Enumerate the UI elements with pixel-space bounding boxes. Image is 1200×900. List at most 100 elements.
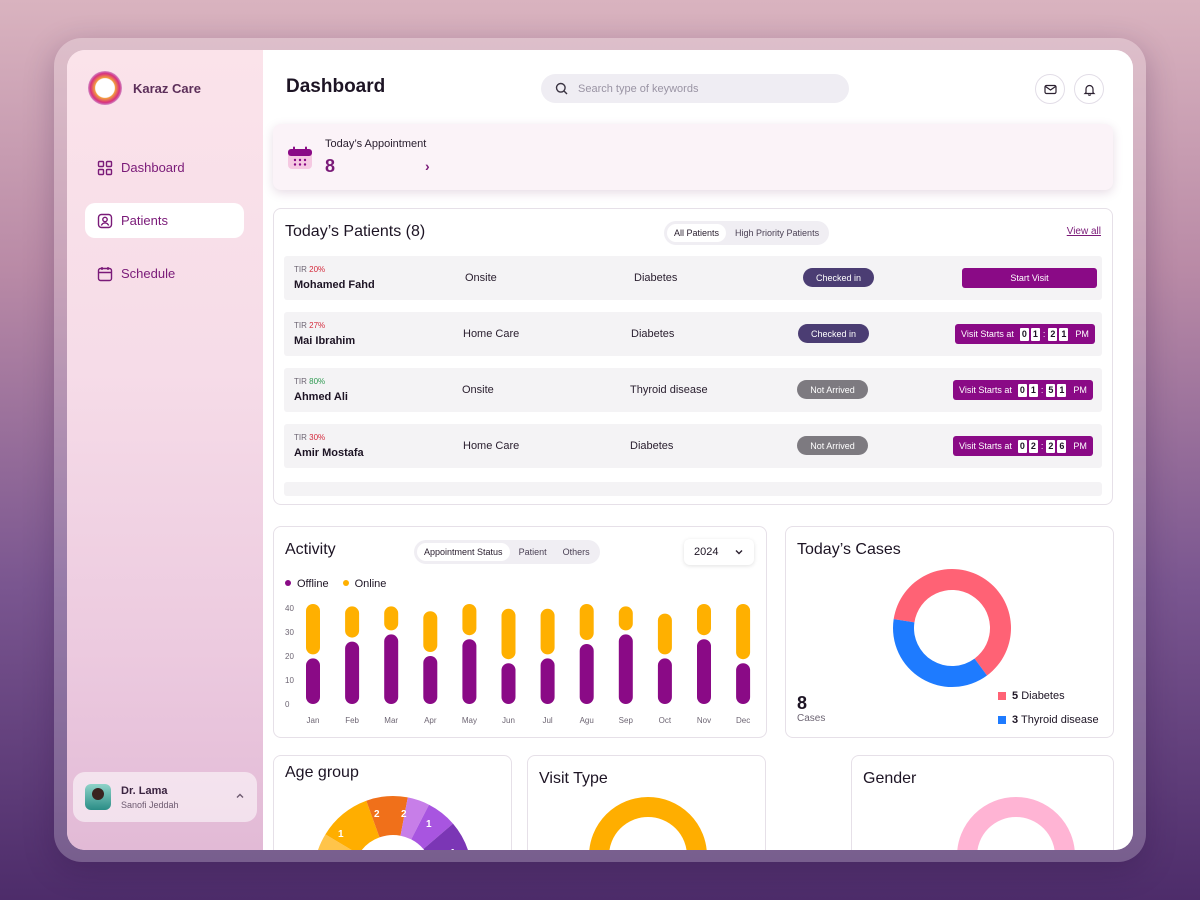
bar-online (540, 608, 555, 655)
avatar (85, 784, 111, 810)
bar-online (697, 604, 711, 636)
user-org: Sanofi Jeddah (121, 799, 179, 810)
status-badge: Checked in (798, 324, 869, 343)
bar-offline (345, 641, 360, 704)
table-row[interactable]: TIR 80% Ahmed Ali Onsite Thyroid disease… (284, 368, 1102, 412)
table-row[interactable] (284, 482, 1102, 496)
tir-value: TIR 27% (294, 321, 326, 330)
case-slice (893, 569, 1011, 676)
sidebar-item-label: Dashboard (121, 160, 185, 175)
search-input[interactable] (578, 82, 818, 95)
tir-value: TIR 20% (294, 265, 326, 274)
y-tick-label: 10 (285, 676, 294, 685)
visit-type-donut-chart (589, 797, 707, 850)
calendar-icon (97, 266, 113, 281)
tab-patient[interactable]: Patient (518, 547, 547, 557)
activity-legend: Offline Online (285, 578, 386, 590)
bell-icon (1083, 84, 1095, 96)
grid-icon (97, 160, 113, 175)
activity-bar-chart: 0 10 20 30 40 Jan Feb Mar Apr May Jun Jul Agu Sep Oct N… (285, 604, 751, 725)
x-tick-label: Jan (307, 716, 320, 725)
user-icon (97, 213, 113, 228)
patients-title: Today’s Patients (8) (285, 223, 426, 240)
x-tick-label: Nov (697, 716, 711, 725)
start-visit-button[interactable]: Start Visit (962, 268, 1097, 288)
visit-type-title: Visit Type (539, 770, 608, 787)
patients-filter: All Patients High Priority Patients (664, 221, 830, 245)
visit-type-card: Visit Type (527, 755, 766, 850)
x-tick-label: May (462, 716, 477, 725)
condition: Diabetes (634, 272, 678, 284)
patient-name: Mohamed Fahd (294, 279, 375, 291)
cases-total-label: Cases (797, 713, 826, 724)
patient-name: Ahmed Ali (294, 391, 348, 403)
gender-card: Gender (851, 755, 1114, 850)
table-row[interactable]: TIR 27% Mai Ibrahim Home Care Diabetes C… (284, 312, 1102, 356)
main-content: Dashboard Today’s Appointment 8 › T (263, 50, 1133, 850)
sidebar-item-dashboard[interactable]: Dashboard (85, 150, 244, 185)
x-tick-label: Apr (424, 716, 437, 725)
user-card[interactable]: Dr. Lama Sanofi Jeddah (73, 772, 257, 822)
age-label: 2 (374, 809, 380, 820)
age-slice (423, 823, 468, 850)
chevron-right-icon[interactable]: › (425, 158, 430, 174)
bar-offline (423, 656, 438, 704)
appointment-count: 8 (325, 156, 336, 176)
filter-high-priority[interactable]: High Priority Patients (735, 228, 820, 238)
bar-offline (462, 639, 477, 704)
gender-donut-chart (957, 797, 1075, 850)
activity-title: Activity (285, 541, 336, 558)
sidebar-item-schedule[interactable]: Schedule (85, 256, 244, 291)
app-window: Karaz Care Dashboard Patients Schedule D (67, 50, 1133, 850)
sidebar-item-label: Patients (121, 213, 168, 228)
view-all-link[interactable]: View all (1066, 226, 1101, 237)
bar-offline (579, 644, 594, 704)
visit-type: Home Care (463, 440, 520, 452)
activity-tabs: Appointment Status Patient Others (414, 540, 600, 564)
bar-offline (384, 634, 399, 704)
bar-offline (697, 639, 711, 704)
y-tick-label: 20 (285, 652, 294, 661)
year-select[interactable]: 2024 (684, 539, 754, 565)
tab-others[interactable]: Others (562, 547, 590, 557)
case-slice (893, 619, 988, 687)
table-row[interactable]: TIR 20% Mohamed Fahd Onsite Diabetes Che… (284, 256, 1102, 300)
bar-online (384, 606, 399, 631)
tab-appointment-status[interactable]: Appointment Status (417, 543, 510, 561)
table-row[interactable]: TIR 30% Amir Mostafa Home Care Diabetes … (284, 424, 1102, 468)
sidebar-item-patients[interactable]: Patients (85, 203, 244, 238)
age-group-donut-chart: 2 2 1 1 1 8 (318, 796, 468, 850)
age-label: 1 (426, 819, 432, 830)
sidebar-item-label: Schedule (121, 266, 176, 281)
search-icon (555, 82, 568, 95)
gender-title: Gender (863, 770, 917, 787)
search-bar[interactable] (541, 74, 849, 103)
notifications-button[interactable] (1074, 74, 1104, 104)
chevron-down-icon (735, 550, 743, 555)
karaz-logo-icon (88, 71, 122, 105)
x-tick-label: Jun (502, 716, 515, 725)
brand: Karaz Care (87, 70, 201, 106)
age-slice (325, 800, 380, 850)
age-slice (366, 796, 408, 838)
x-tick-label: Mar (384, 716, 398, 725)
x-tick-label: Feb (345, 716, 359, 725)
visit-type: Onsite (465, 272, 497, 284)
bar-online (736, 604, 751, 660)
chevron-up-icon[interactable] (235, 790, 245, 804)
bar-online (657, 613, 672, 655)
activity-card: Activity Appointment Status Patient Othe… (273, 526, 767, 738)
bar-online (501, 608, 516, 660)
filter-all-patients[interactable]: All Patients (667, 224, 727, 242)
condition: Diabetes (631, 328, 675, 340)
x-tick-label: Dec (736, 716, 750, 725)
todays-cases-card: Today’s Cases 8 Cases 5 Diabetes 3 Thyro… (785, 526, 1114, 738)
mail-button[interactable] (1035, 74, 1065, 104)
bar-offline (618, 634, 633, 704)
cases-donut-chart (893, 569, 1011, 687)
bar-online (423, 611, 438, 652)
bar-online (579, 604, 594, 640)
todays-appointment-card[interactable]: Today’s Appointment 8 › (273, 124, 1113, 190)
sidebar: Karaz Care Dashboard Patients Schedule D (67, 50, 263, 850)
